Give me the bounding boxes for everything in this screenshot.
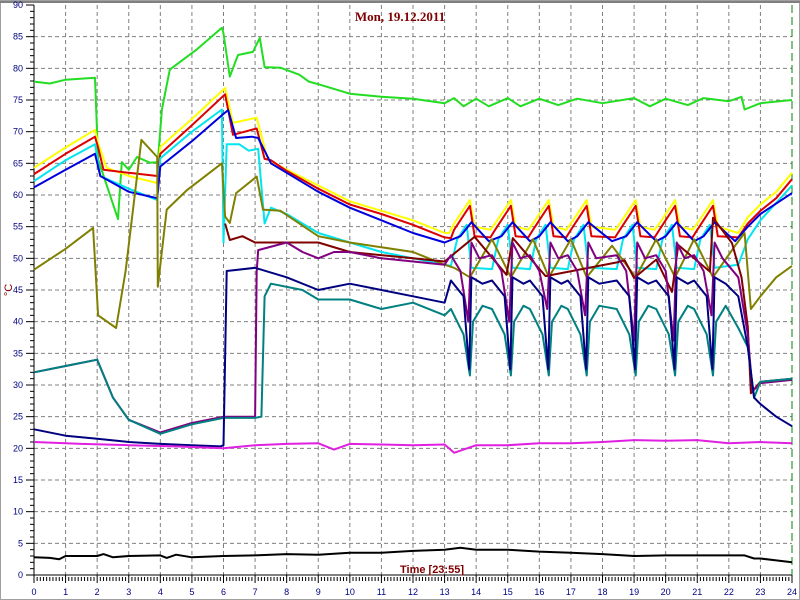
y-tick-label: 45 bbox=[13, 285, 23, 295]
y-tick-label: 5 bbox=[18, 538, 23, 548]
x-tick-label: 24 bbox=[787, 587, 797, 597]
series-line-3 bbox=[33, 93, 793, 240]
chart-title: Mon, 19.12.2011 bbox=[355, 9, 445, 24]
x-tick-label: 1 bbox=[63, 587, 68, 597]
x-tick-label: 23 bbox=[755, 587, 765, 597]
series-line-12 bbox=[33, 546, 793, 564]
y-tick-label: 20 bbox=[13, 443, 23, 453]
y-tick-label: 70 bbox=[13, 127, 23, 137]
x-tick-label: 22 bbox=[724, 587, 734, 597]
x-tick-label: 10 bbox=[345, 587, 355, 597]
axes: 0 1 2 3 4 5 6 7 8 9 10 11 12 13 14 15 16 17 18 19 20 21 22 23 24… bbox=[13, 0, 797, 597]
x-tick-label: 11 bbox=[377, 587, 386, 597]
y-tick-label: 55 bbox=[13, 222, 23, 232]
x-tick-label: 2 bbox=[95, 587, 100, 597]
y-tick-label: 60 bbox=[13, 190, 23, 200]
x-tick-label: 12 bbox=[408, 587, 418, 597]
y-tick-label: 75 bbox=[13, 95, 23, 105]
y-tick-label: 10 bbox=[13, 507, 23, 517]
y-tick-label: 40 bbox=[13, 317, 23, 327]
x-tick-label: 15 bbox=[503, 587, 513, 597]
x-tick-label: 19 bbox=[629, 587, 639, 597]
x-tick-label: 17 bbox=[566, 587, 576, 597]
y-tick-label: 80 bbox=[13, 63, 23, 73]
x-tick-label: 20 bbox=[661, 587, 671, 597]
x-tick-label: 0 bbox=[31, 587, 36, 597]
x-tick-label: 3 bbox=[126, 587, 131, 597]
y-tick-label: 50 bbox=[13, 253, 23, 263]
x-tick-label: 4 bbox=[158, 587, 163, 597]
y-tick-label: 85 bbox=[13, 32, 23, 42]
x-tick-label: 7 bbox=[253, 587, 258, 597]
series-line-6 bbox=[33, 138, 793, 329]
y-tick-label: 35 bbox=[13, 348, 23, 358]
x-tick-label: 16 bbox=[534, 587, 544, 597]
y-tick-label: 65 bbox=[13, 158, 23, 168]
y-tick-label: 25 bbox=[13, 412, 23, 422]
y-tick-label: 30 bbox=[13, 380, 23, 390]
x-tick-label: 18 bbox=[597, 587, 607, 597]
x-tick-label: 9 bbox=[316, 587, 321, 597]
y-axis-label: °C bbox=[3, 284, 15, 296]
x-tick-label: 8 bbox=[284, 587, 289, 597]
series-line-4 bbox=[33, 108, 793, 271]
series-line-10 bbox=[33, 266, 793, 448]
x-axis-label: Time [23:55] bbox=[400, 564, 464, 576]
y-tick-label: 0 bbox=[18, 570, 23, 580]
series-line-2 bbox=[33, 87, 793, 234]
series-line-1 bbox=[33, 26, 793, 221]
series-line-11 bbox=[33, 439, 793, 454]
x-tick-label: 14 bbox=[471, 587, 481, 597]
series-lines bbox=[33, 26, 793, 564]
x-tick-label: 13 bbox=[440, 587, 450, 597]
x-tick-label: 21 bbox=[692, 587, 702, 597]
y-tick-label: 90 bbox=[13, 0, 23, 10]
series-line-8 bbox=[33, 241, 793, 434]
series-line-7 bbox=[224, 216, 793, 395]
series-line-5 bbox=[33, 109, 793, 244]
x-tick-label: 5 bbox=[189, 587, 194, 597]
x-tick-label: 6 bbox=[221, 587, 226, 597]
series-line-9 bbox=[33, 282, 793, 435]
y-tick-label: 15 bbox=[13, 475, 23, 485]
